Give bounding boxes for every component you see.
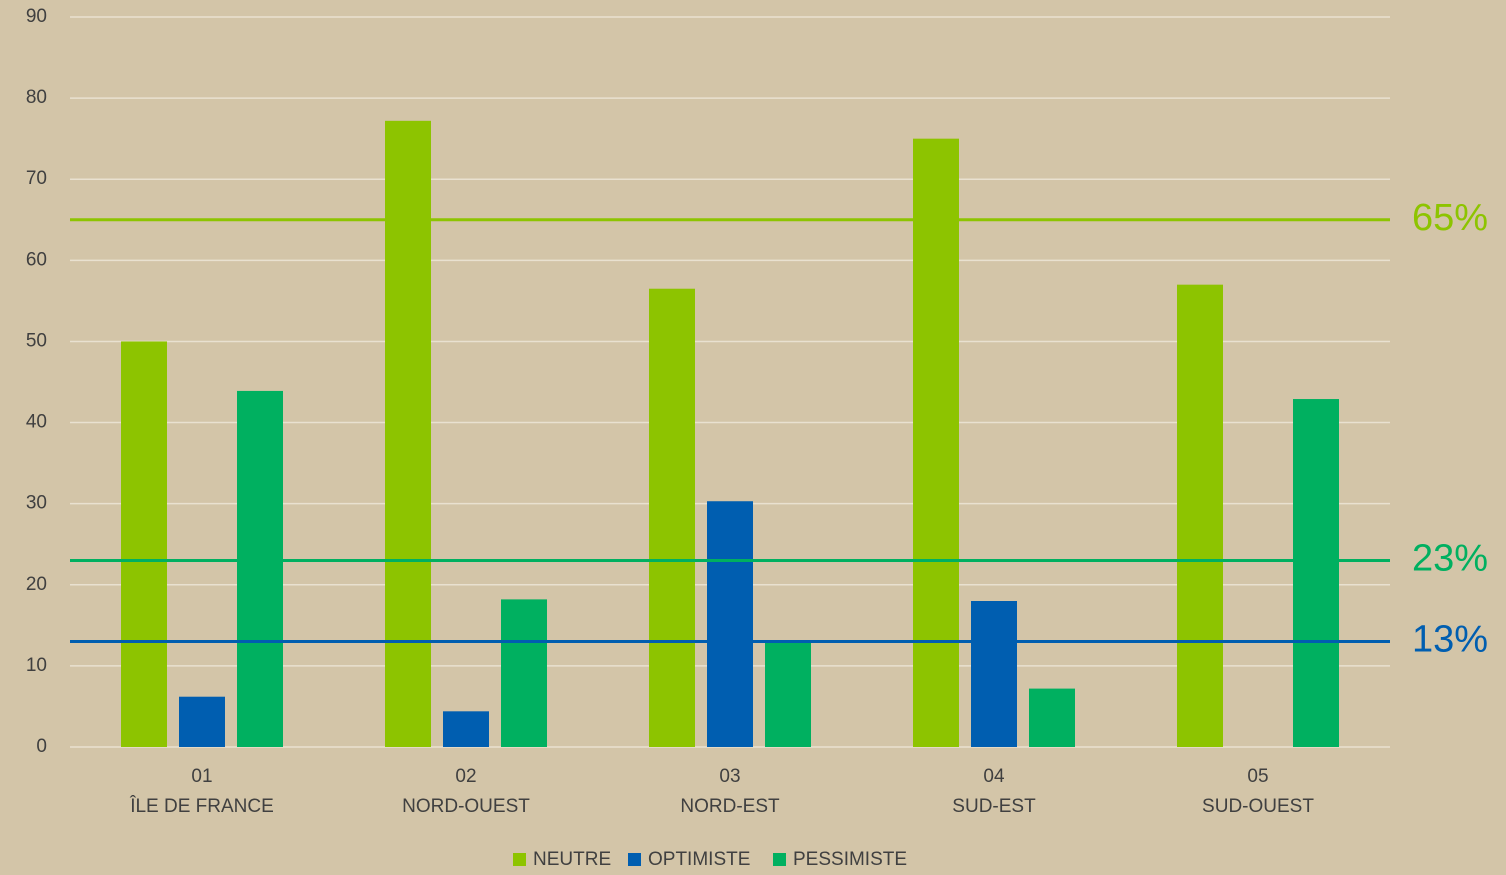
x-tick-label: SUD-OUEST [1202, 796, 1314, 817]
legend-swatch [513, 853, 526, 866]
x-tick-label: ÎLE DE FRANCE [129, 795, 274, 817]
x-tick-label: 04 [983, 766, 1005, 787]
bar [179, 696, 225, 747]
x-tick-label: NORD-EST [680, 796, 780, 817]
y-tick-label: 0 [36, 736, 47, 757]
y-tick-label: 10 [26, 655, 47, 676]
bar [971, 601, 1017, 747]
bar [443, 711, 489, 747]
x-tick-label: 01 [191, 766, 212, 787]
reference-label: 23% [1412, 537, 1488, 579]
y-tick-label: 80 [26, 87, 47, 108]
bar [913, 138, 959, 747]
legend-swatch [628, 853, 641, 866]
x-tick-label: 02 [455, 766, 476, 787]
bar [649, 288, 695, 747]
legend-label: PESSIMISTE [793, 849, 907, 870]
y-tick-label: 50 [26, 330, 47, 351]
bar [501, 599, 547, 747]
bar [1029, 688, 1075, 747]
bar [1177, 284, 1223, 747]
x-tick-label: 03 [719, 766, 740, 787]
reference-label: 65% [1412, 197, 1488, 239]
bar [237, 390, 283, 747]
x-tick-label: SUD-EST [952, 796, 1036, 817]
y-tick-label: 60 [26, 249, 47, 270]
bar [1293, 399, 1339, 747]
y-tick-label: 20 [26, 574, 47, 595]
y-tick-label: 40 [26, 412, 47, 433]
reference-label: 13% [1412, 619, 1488, 661]
bar [707, 501, 753, 747]
legend-label: OPTIMISTE [648, 849, 750, 870]
bar [121, 341, 167, 747]
y-tick-label: 90 [26, 6, 47, 27]
bar [385, 120, 431, 748]
legend-swatch [773, 853, 786, 866]
bar [765, 640, 811, 747]
legend-label: NEUTRE [533, 849, 611, 870]
y-tick-label: 30 [26, 493, 47, 514]
y-tick-label: 70 [26, 168, 47, 189]
x-tick-label: 05 [1247, 766, 1268, 787]
x-tick-label: NORD-OUEST [402, 796, 530, 817]
